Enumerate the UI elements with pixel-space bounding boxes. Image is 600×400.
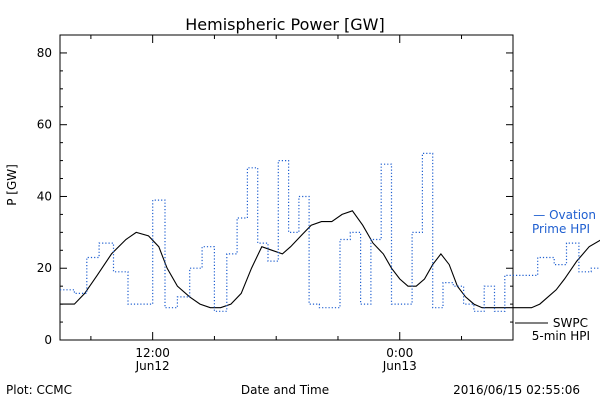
series-line-swpc-hpi	[60, 210, 600, 309]
chart-title: Hemispheric Power [GW]	[185, 15, 384, 34]
x-axis-label: Date and Time	[241, 383, 329, 397]
footer-timestamp: 2016/06/15 02:55:06	[453, 383, 580, 397]
x-tick-label-1: 0:00	[386, 346, 413, 360]
legend-ovation-line1: — Ovation	[533, 208, 596, 222]
x-tick-label-0: 12:00	[135, 346, 170, 360]
legend-swpc-line2: 5-min HPI	[532, 329, 590, 343]
y-tick-label: 20	[37, 261, 52, 275]
plot-area: 02040608012:00Jun120:00Jun1312:00Jun130:…	[37, 34, 600, 373]
plot-frame	[59, 34, 514, 341]
series-line-ovation-prime	[60, 152, 600, 312]
y-tick-label: 80	[37, 46, 52, 60]
legend-ovation-line2: Prime HPI	[532, 222, 590, 236]
footer-left: Plot: CCMC	[6, 383, 72, 397]
x-tick-date-0: Jun12	[135, 359, 170, 373]
legend: — Ovation Prime HPI SWPC 5-min HPI	[515, 208, 596, 343]
y-tick-label: 60	[37, 118, 52, 132]
legend-swpc-line1: SWPC	[553, 316, 588, 330]
y-axis-label: P [GW]	[5, 164, 19, 206]
y-tick-label: 0	[44, 333, 52, 347]
y-tick-label: 40	[37, 189, 52, 203]
x-tick-date-1: Jun13	[382, 359, 417, 373]
